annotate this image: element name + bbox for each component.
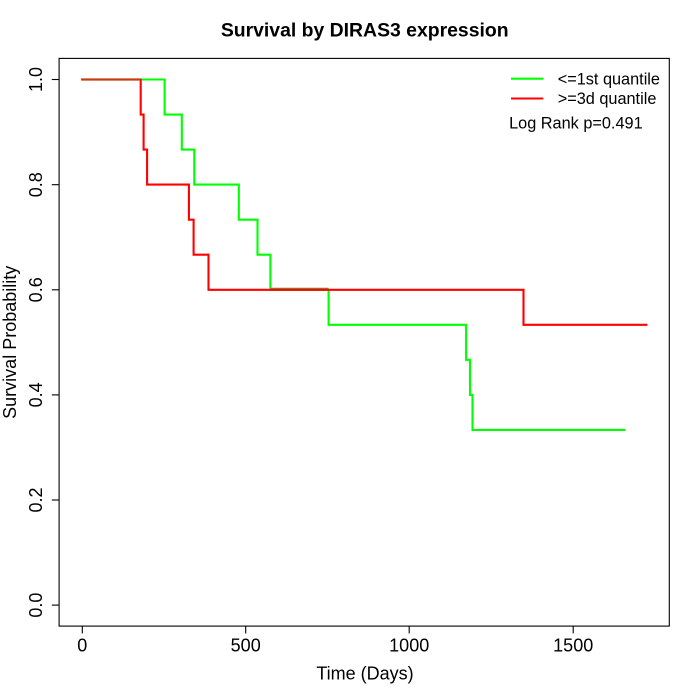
svg-text:Survival Probability: Survival Probability bbox=[0, 266, 20, 419]
svg-text:0.2: 0.2 bbox=[26, 487, 46, 512]
svg-text:0: 0 bbox=[77, 636, 87, 656]
svg-text:Time (Days): Time (Days) bbox=[316, 664, 413, 684]
svg-text:1500: 1500 bbox=[553, 636, 593, 656]
svg-text:1000: 1000 bbox=[389, 636, 429, 656]
svg-text:Log Rank p=0.491: Log Rank p=0.491 bbox=[509, 114, 643, 132]
svg-text:0.8: 0.8 bbox=[26, 172, 46, 197]
svg-text:>=3d quantile: >=3d quantile bbox=[558, 90, 657, 108]
svg-text:Survival by DIRAS3 expression: Survival by DIRAS3 expression bbox=[221, 20, 509, 42]
svg-text:0.0: 0.0 bbox=[26, 593, 46, 618]
svg-text:0.4: 0.4 bbox=[26, 382, 46, 407]
svg-text:500: 500 bbox=[231, 636, 261, 656]
svg-text:1.0: 1.0 bbox=[26, 67, 46, 92]
svg-text:<=1st quantile: <=1st quantile bbox=[558, 70, 660, 88]
svg-text:0.6: 0.6 bbox=[26, 277, 46, 302]
